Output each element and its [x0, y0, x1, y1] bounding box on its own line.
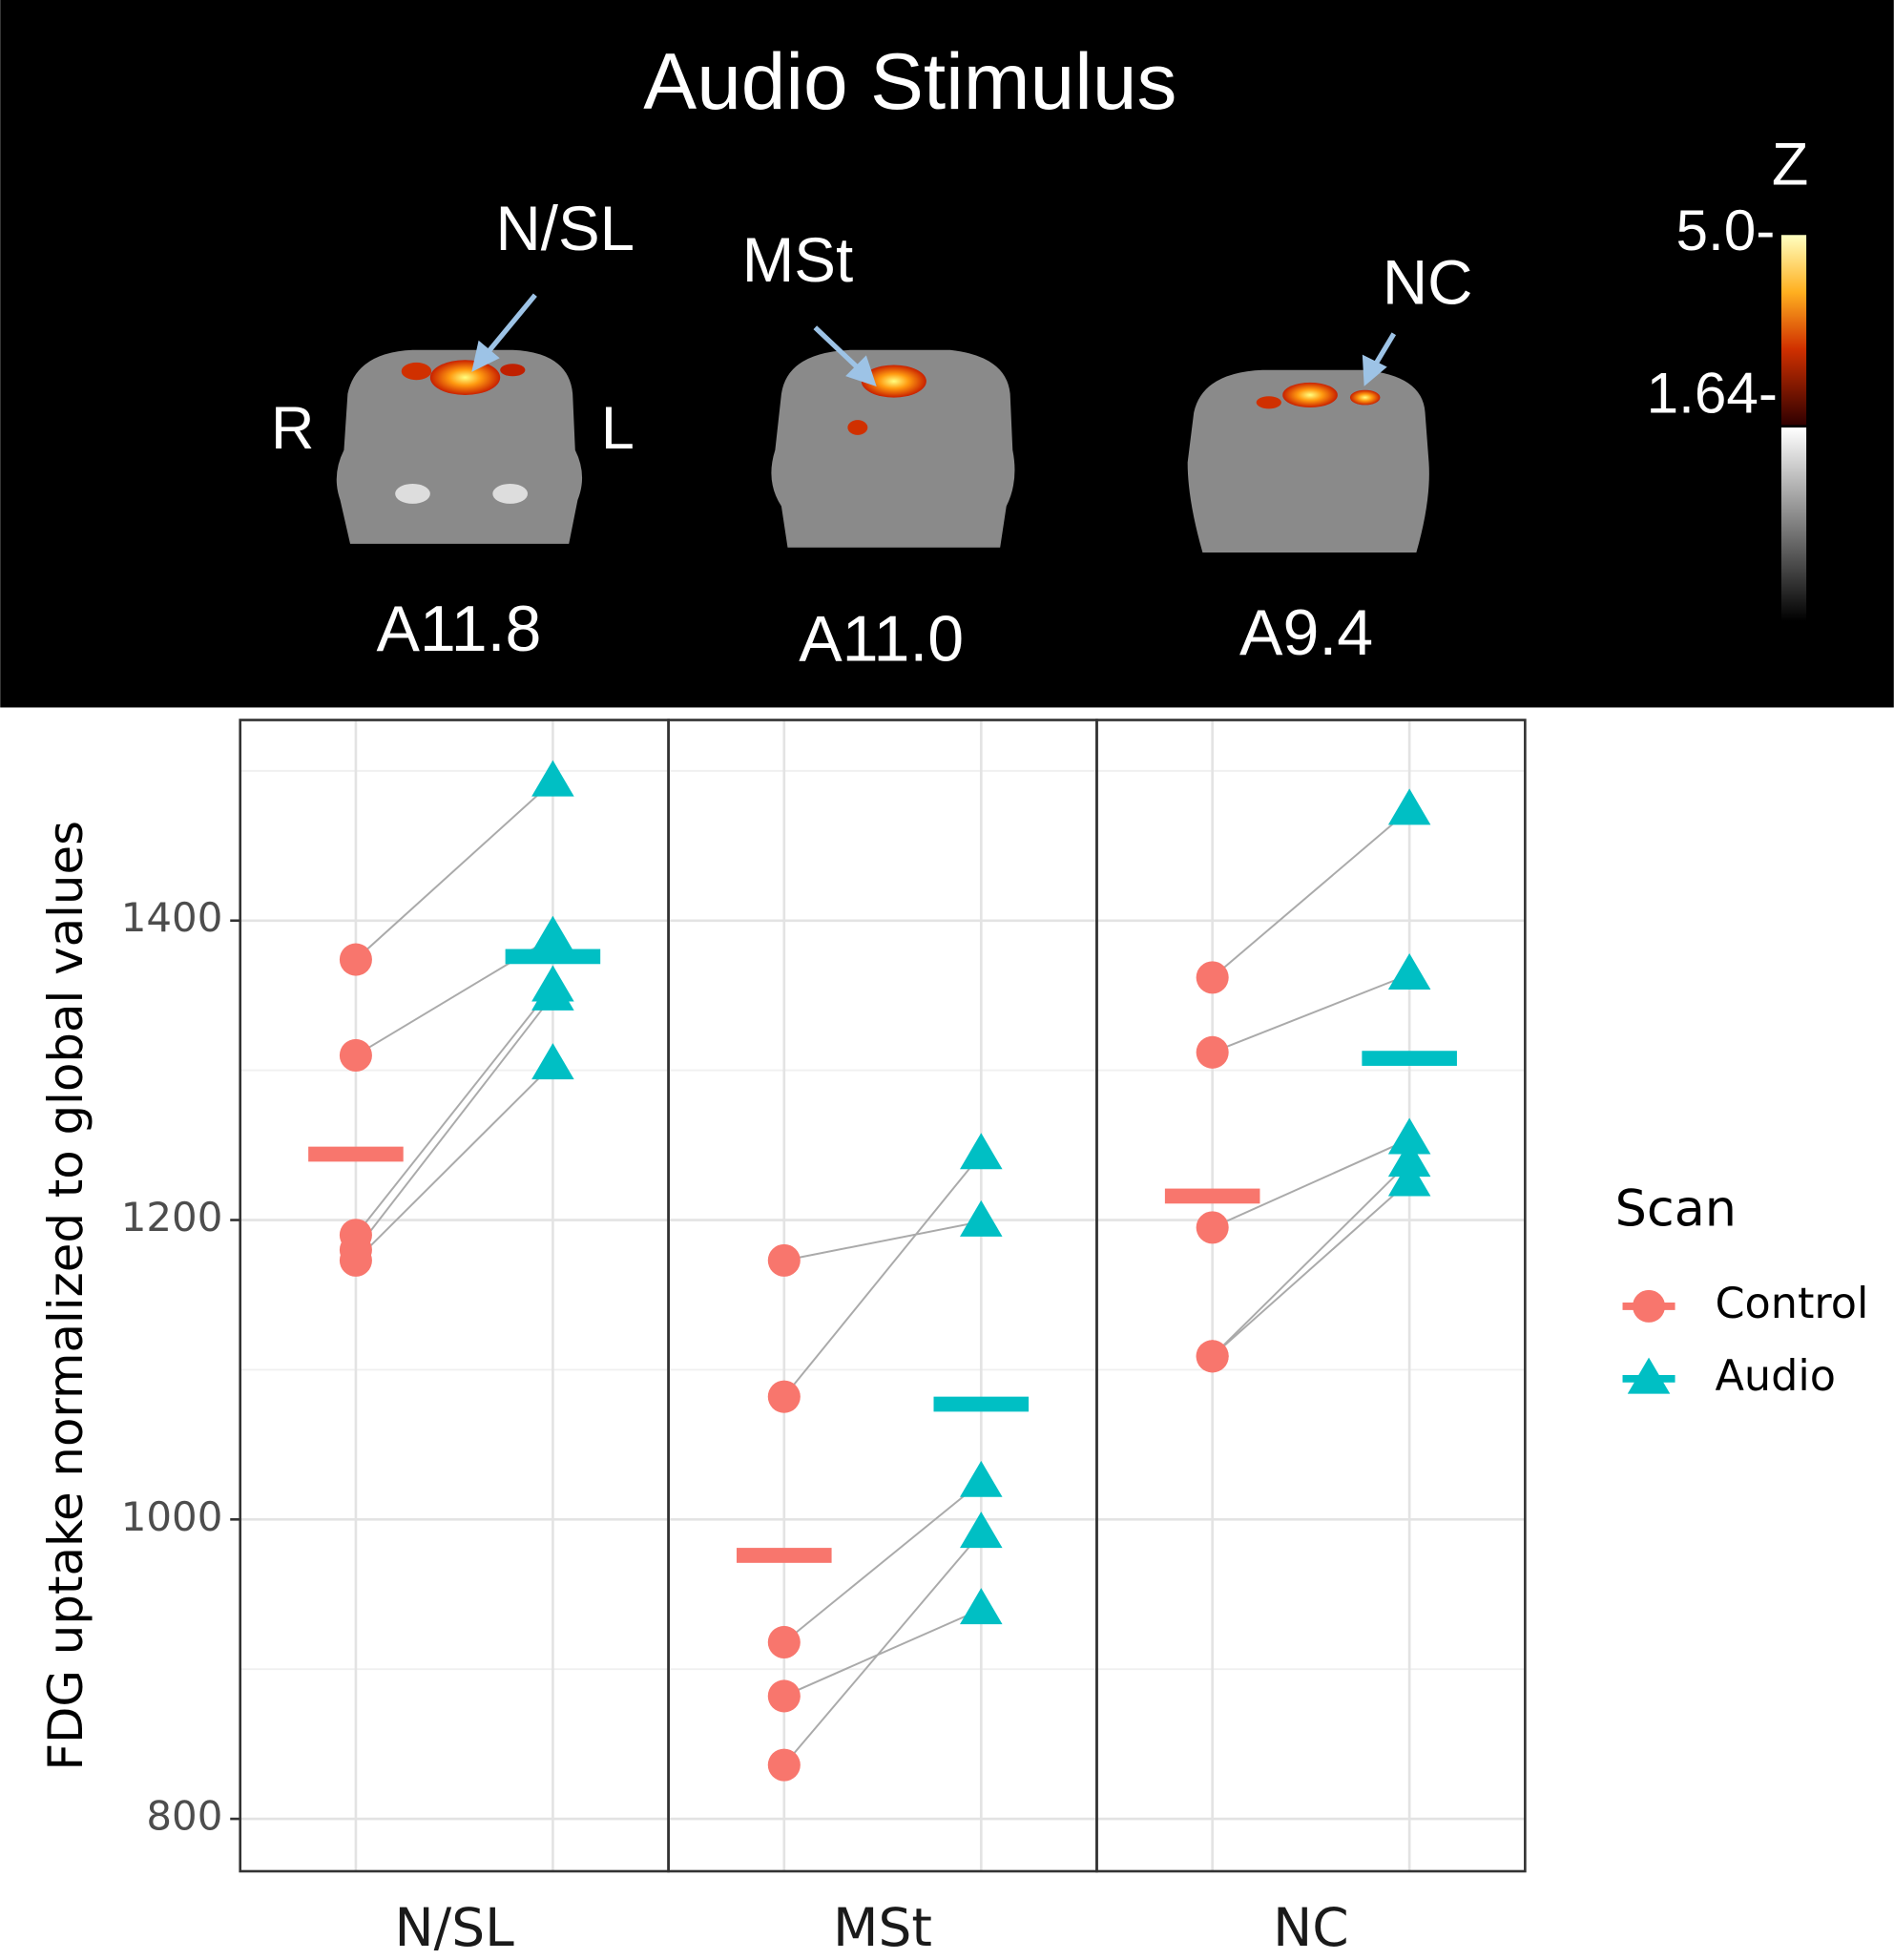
colorbar-hot: [1780, 235, 1807, 426]
point: [960, 1199, 1003, 1237]
legend-marker: [1627, 1357, 1671, 1394]
point: [531, 973, 574, 1011]
mean-bar: [1164, 1188, 1260, 1204]
point: [1196, 1035, 1229, 1069]
y-tick-label: 1000: [121, 1493, 223, 1540]
pair-line: [1212, 808, 1410, 979]
y-tick-label: 1200: [121, 1194, 223, 1241]
mean-bar: [933, 1396, 1030, 1412]
pair-line: [355, 781, 554, 961]
point: [1387, 1159, 1431, 1197]
point: [767, 1625, 801, 1658]
point: [960, 1512, 1003, 1549]
slice-label: A11.0: [799, 603, 964, 676]
point: [767, 1380, 801, 1413]
colorbar-label: 5.0-: [1676, 198, 1776, 262]
facet-frame: [667, 719, 1098, 1873]
legend-label: Audio: [1715, 1351, 1836, 1401]
legend-title: Scan: [1615, 1180, 1737, 1239]
brain-slice: [771, 349, 1015, 548]
side-label: R: [271, 395, 314, 462]
facet-frame: [239, 719, 670, 1873]
point: [960, 1133, 1003, 1170]
y-tick-label: 800: [146, 1793, 222, 1840]
facet-label: N/SL: [395, 1897, 515, 1958]
point: [339, 1038, 372, 1072]
mean-bar: [505, 949, 601, 965]
point: [1387, 1140, 1431, 1178]
pair-line: [783, 1153, 983, 1398]
point: [960, 1460, 1003, 1497]
point: [339, 1243, 372, 1277]
region-label: N/SL: [496, 194, 635, 263]
facet-frame: [1095, 719, 1527, 1873]
panel-title: Audio Stimulus: [643, 36, 1176, 126]
point: [531, 915, 574, 952]
colorbar-grey: [1780, 427, 1807, 622]
slice-label: A11.8: [376, 593, 541, 665]
legend-marker: [1633, 1289, 1666, 1323]
pair-line: [1211, 1160, 1410, 1358]
y-tick-label: 1400: [121, 894, 223, 941]
arrows: [471, 293, 1397, 386]
point: [339, 943, 372, 976]
point: [1387, 1117, 1431, 1155]
legend-label: Control: [1715, 1279, 1868, 1328]
point: [767, 1748, 801, 1782]
point: [1196, 1211, 1229, 1244]
mean-bar: [1362, 1051, 1457, 1066]
pair-line: [1212, 1137, 1410, 1229]
point: [1196, 961, 1229, 994]
facet-label: MSt: [833, 1897, 932, 1958]
pair-line: [355, 986, 554, 1236]
brain-slice: [336, 349, 583, 544]
pair-line: [783, 1220, 982, 1261]
mean-bar: [737, 1548, 832, 1563]
mean-bar: [308, 1146, 404, 1162]
point: [531, 760, 574, 797]
point: [531, 1043, 574, 1080]
pair-line: [1212, 1180, 1410, 1358]
slice-label: A9.4: [1239, 596, 1373, 669]
pair-line: [783, 1608, 982, 1698]
pair-line: [1212, 973, 1410, 1053]
point: [767, 1243, 801, 1277]
pair-line: [355, 994, 554, 1251]
region-label: MSt: [742, 225, 853, 295]
y-axis-label: FDG uptake normalized to global values: [38, 821, 94, 1771]
side-label: L: [601, 395, 635, 462]
point: [1387, 788, 1431, 825]
point: [1196, 1340, 1229, 1373]
colorbar-title: Z: [1772, 131, 1808, 198]
facet-label: NC: [1273, 1897, 1349, 1958]
point: [767, 1679, 801, 1713]
point: [960, 1588, 1003, 1625]
pair-line: [783, 1481, 982, 1643]
pair-line: [355, 1063, 554, 1261]
brain-slice: [1187, 369, 1429, 553]
point: [1387, 952, 1431, 990]
region-label: NC: [1383, 248, 1473, 318]
pair-line: [783, 1532, 983, 1766]
colorbar-label: 1.64-: [1647, 360, 1778, 425]
